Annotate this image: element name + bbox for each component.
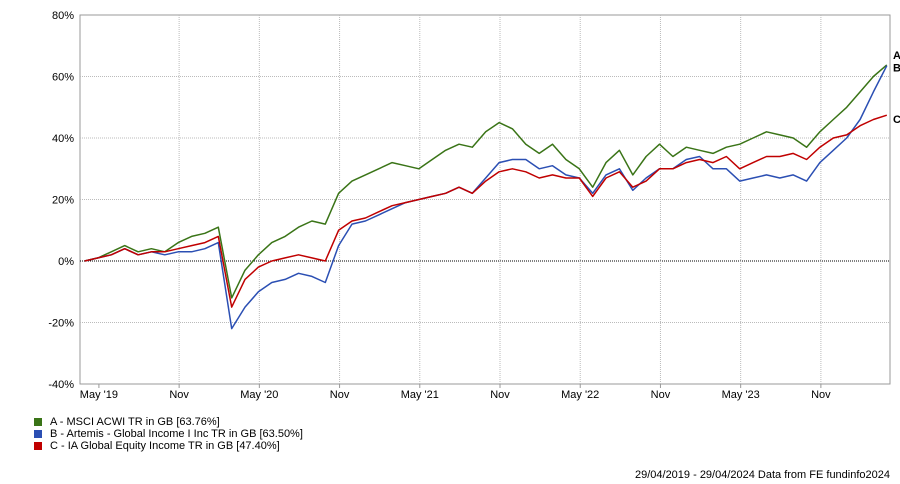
x-tick-label: Nov	[490, 389, 510, 401]
x-tick-label: May '22	[561, 389, 599, 401]
series-end-label: C	[893, 114, 900, 126]
x-tick-label: May '20	[240, 389, 278, 401]
legend-label: A - MSCI ACWI TR in GB [63.76%]	[50, 416, 220, 428]
legend-item-a: A - MSCI ACWI TR in GB [63.76%]	[34, 416, 303, 428]
series-line-c	[84, 114, 888, 308]
y-tick-label: -40%	[48, 379, 74, 391]
y-tick-label: 0%	[58, 256, 74, 268]
x-tick-label: Nov	[330, 389, 350, 401]
series-line-b	[84, 65, 888, 330]
footer-source: 29/04/2019 - 29/04/2024 Data from FE fun…	[634, 469, 890, 481]
x-tick-label: Nov	[651, 389, 671, 401]
y-tick-label: -20%	[48, 318, 74, 330]
series-line-a	[84, 64, 888, 299]
series-end-label: A	[893, 50, 900, 62]
legend: A - MSCI ACWI TR in GB [63.76%] B - Arte…	[34, 416, 303, 452]
y-tick-label: 60%	[52, 72, 74, 84]
series-end-label: B	[893, 63, 900, 75]
x-tick-label: Nov	[811, 389, 831, 401]
y-tick-label: 20%	[52, 195, 74, 207]
legend-item-c: C - IA Global Equity Income TR in GB [47…	[34, 440, 303, 452]
legend-swatch	[34, 430, 42, 438]
legend-swatch	[34, 418, 42, 426]
legend-swatch	[34, 442, 42, 450]
line-chart: 80% 60% 40% 20% 0% -20% -40% May '19 Nov May '20 N…	[48, 10, 900, 401]
y-tick-label: 80%	[52, 10, 74, 22]
x-tick-label: Nov	[169, 389, 189, 401]
legend-item-b: B - Artemis - Global Income I Inc TR in …	[34, 428, 303, 440]
x-tick-label: May '23	[722, 389, 760, 401]
legend-label: B - Artemis - Global Income I Inc TR in …	[50, 428, 303, 440]
x-tick-label: May '21	[401, 389, 439, 401]
y-tick-label: 40%	[52, 133, 74, 145]
x-tick-label: May '19	[80, 389, 118, 401]
legend-label: C - IA Global Equity Income TR in GB [47…	[50, 440, 280, 452]
